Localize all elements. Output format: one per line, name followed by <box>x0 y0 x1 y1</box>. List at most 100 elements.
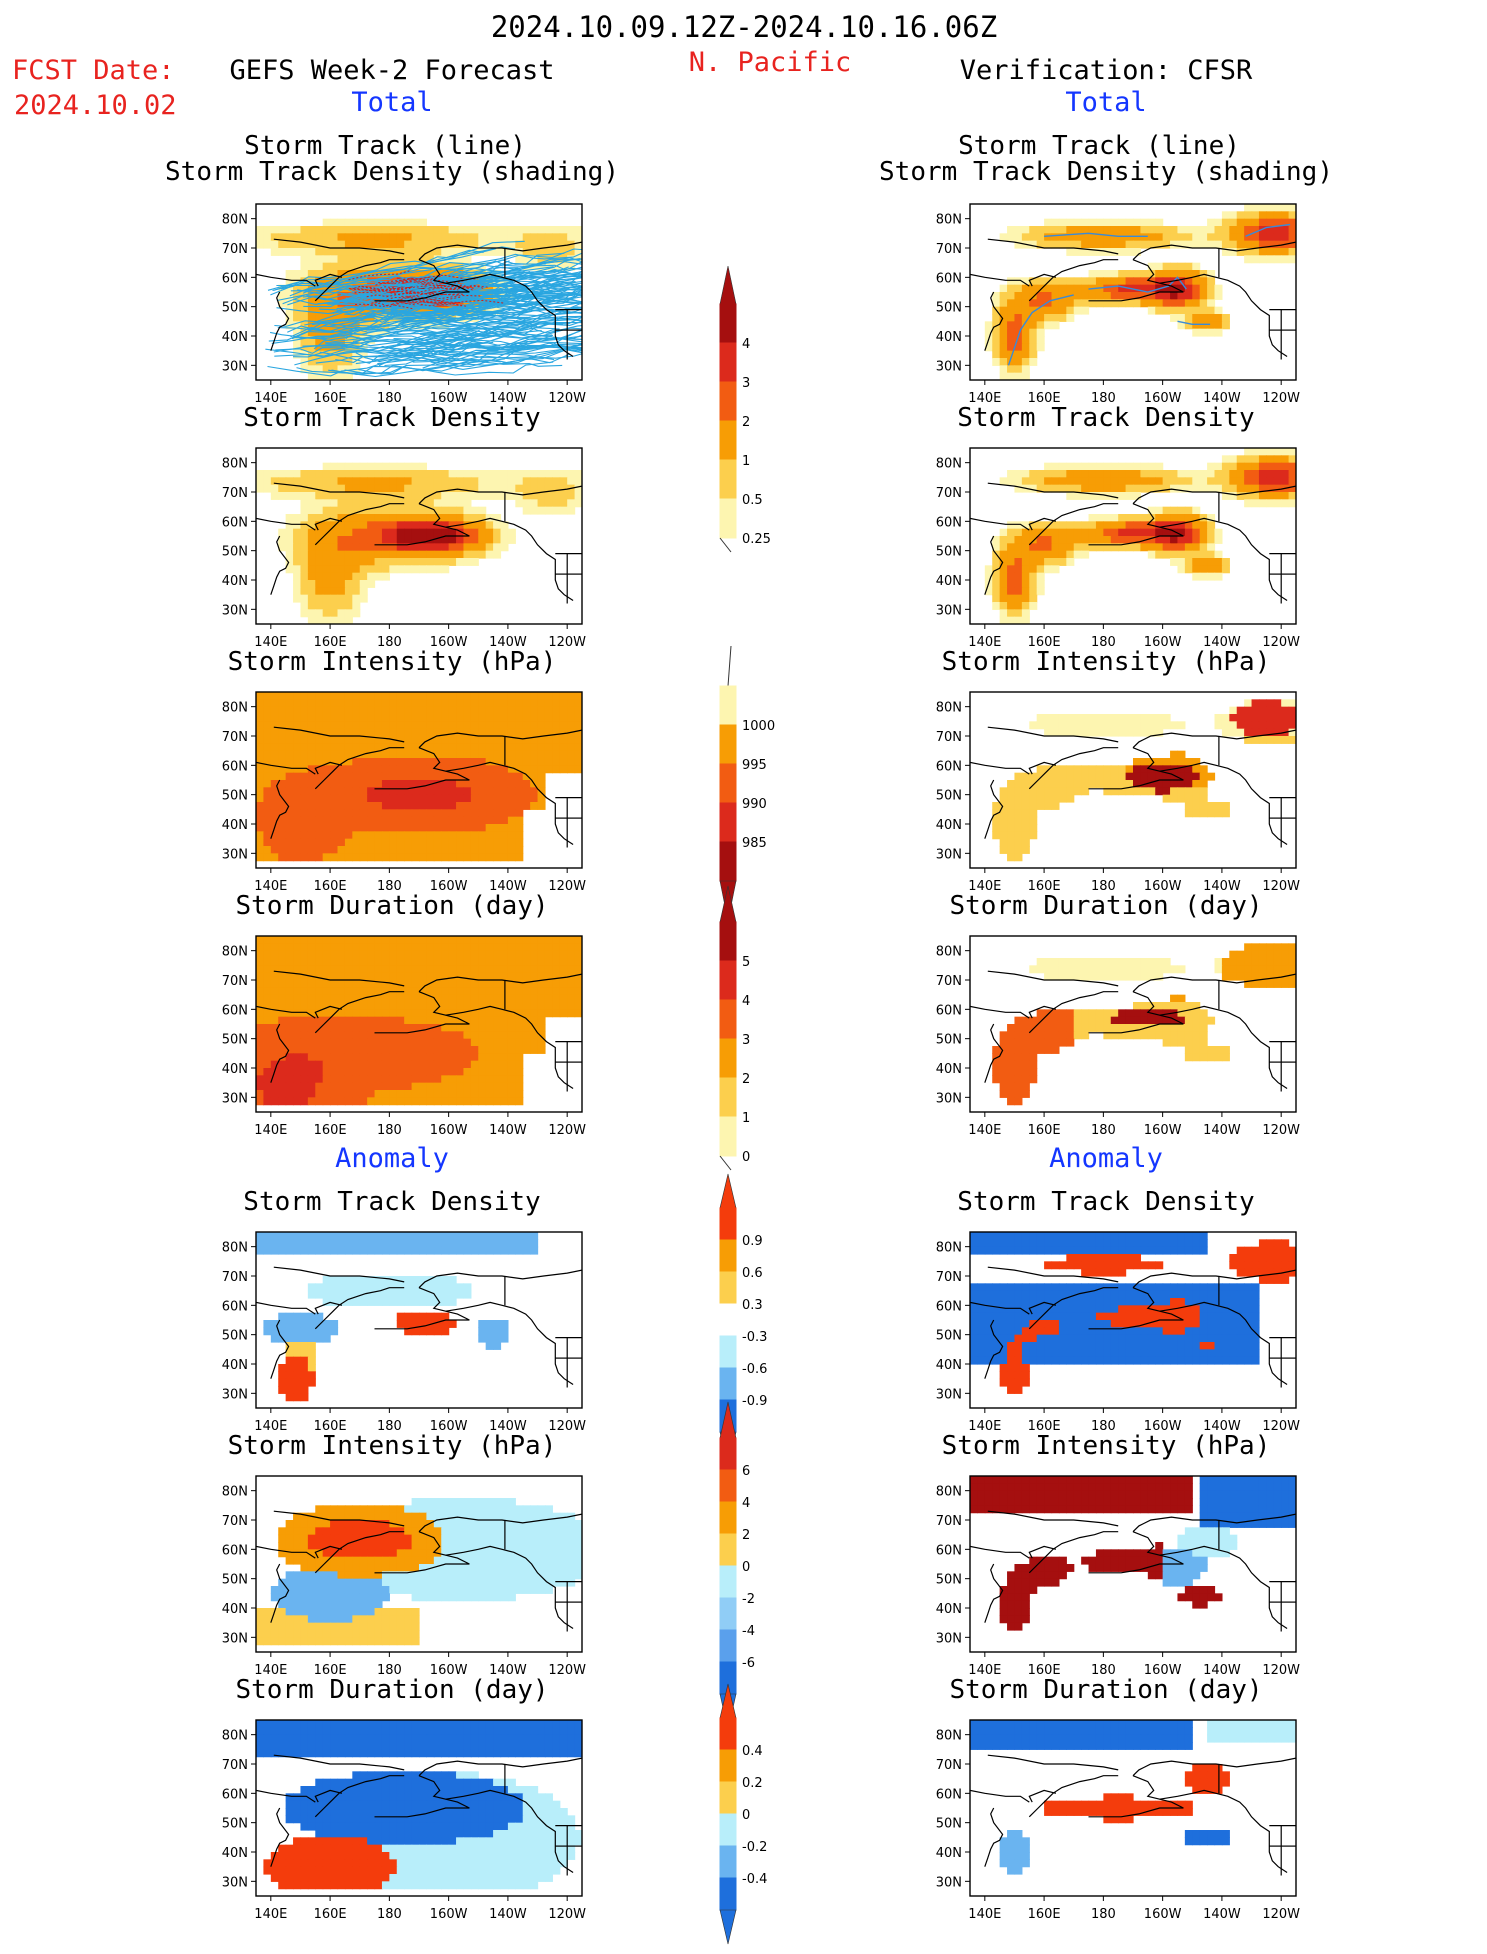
colorbar-label: 0.6 <box>742 1266 763 1281</box>
x-tick-label: 180 <box>377 635 402 650</box>
x-tick-label: 180 <box>1091 879 1116 894</box>
y-tick-label: 80N <box>222 701 248 716</box>
x-tick-label: 120W <box>548 1663 586 1678</box>
y-tick-label: 50N <box>222 1573 248 1588</box>
colorbar-label: 4 <box>742 994 750 1009</box>
y-tick-label: 50N <box>936 301 962 316</box>
y-tick-label: 30N <box>222 1631 248 1646</box>
y-tick-label: 30N <box>936 603 962 618</box>
y-tick-label: 30N <box>222 603 248 618</box>
y-tick-label: 60N <box>936 271 962 286</box>
y-tick-label: 50N <box>936 789 962 804</box>
x-tick-label: 120W <box>548 879 586 894</box>
title-track-density-shading-right: Storm Track Density (shading) <box>879 158 1333 186</box>
y-tick-label: 80N <box>222 945 248 960</box>
x-tick-label: 160W <box>1144 1123 1182 1138</box>
y-tick-label: 60N <box>222 515 248 530</box>
y-tick-label: 80N <box>936 1241 962 1256</box>
y-tick-label: 60N <box>222 1299 248 1314</box>
x-tick-label: 140E <box>968 879 1001 894</box>
x-tick-label: 140E <box>254 391 287 406</box>
y-tick-label: 70N <box>936 1758 962 1773</box>
x-tick-label: 140W <box>489 1663 527 1678</box>
left-total-label: Total <box>351 88 432 118</box>
y-tick-label: 30N <box>936 1091 962 1106</box>
x-tick-label: 160E <box>314 635 347 650</box>
colorbar-label: 0.4 <box>742 1744 763 1759</box>
x-tick-label: 120W <box>1262 1123 1300 1138</box>
colorbar-label: 985 <box>742 836 767 851</box>
y-tick-label: 30N <box>936 1387 962 1402</box>
y-tick-label: 60N <box>222 1003 248 1018</box>
x-tick-label: 180 <box>1091 635 1116 650</box>
x-tick-label: 140E <box>968 635 1001 650</box>
x-tick-label: 140W <box>1203 1663 1241 1678</box>
y-tick-label: 60N <box>222 271 248 286</box>
y-tick-label: 60N <box>222 1543 248 1558</box>
colorbar-label: -0.6 <box>742 1362 767 1377</box>
x-tick-label: 180 <box>1091 1663 1116 1678</box>
colorbar-svg: 0.40.20-0.2-0.4 <box>716 1680 796 1950</box>
x-tick-label: 160E <box>1028 1123 1061 1138</box>
x-tick-label: 120W <box>548 635 586 650</box>
x-tick-label: 140W <box>1203 879 1241 894</box>
y-tick-label: 80N <box>222 1729 248 1744</box>
x-tick-label: 140W <box>489 1907 527 1922</box>
x-tick-label: 160E <box>314 391 347 406</box>
y-tick-label: 50N <box>936 545 962 560</box>
title-anom-density-left: Storm Track Density <box>243 1188 540 1216</box>
y-tick-label: 50N <box>936 1033 962 1048</box>
x-tick-label: 140E <box>254 1907 287 1922</box>
x-tick-label: 120W <box>548 391 586 406</box>
colorbar-label: -0.2 <box>742 1840 767 1855</box>
x-tick-label: 120W <box>548 1907 586 1922</box>
right-anomaly-label: Anomaly <box>1049 1144 1163 1174</box>
colorbar-label: 3 <box>742 376 750 391</box>
colorbar-label: 4 <box>742 1496 750 1511</box>
y-tick-label: 70N <box>222 242 248 257</box>
y-tick-label: 40N <box>936 1358 962 1373</box>
x-tick-label: 160W <box>1144 1907 1182 1922</box>
x-tick-label: 140W <box>489 391 527 406</box>
x-tick-label: 160W <box>430 1663 468 1678</box>
x-tick-label: 140E <box>254 1123 287 1138</box>
colorbar-label: 0 <box>742 1150 750 1165</box>
x-tick-label: 160E <box>314 879 347 894</box>
x-tick-label: 160W <box>430 635 468 650</box>
y-tick-label: 70N <box>222 1514 248 1529</box>
x-tick-label: 160W <box>430 391 468 406</box>
colorbar-label: 0 <box>742 1560 750 1575</box>
y-tick-label: 60N <box>222 1787 248 1802</box>
y-tick-label: 40N <box>222 1846 248 1861</box>
y-tick-label: 30N <box>936 1631 962 1646</box>
x-tick-label: 140W <box>489 879 527 894</box>
y-tick-label: 50N <box>222 301 248 316</box>
y-tick-label: 40N <box>936 574 962 589</box>
y-tick-label: 70N <box>222 1758 248 1773</box>
y-tick-label: 30N <box>222 1091 248 1106</box>
colorbar-label: 0.5 <box>742 493 763 508</box>
y-tick-label: 80N <box>222 457 248 472</box>
x-tick-label: 140W <box>1203 1907 1241 1922</box>
right-total-label: Total <box>1065 88 1146 118</box>
x-tick-label: 160W <box>1144 1419 1182 1434</box>
y-tick-label: 60N <box>936 1543 962 1558</box>
x-tick-label: 160E <box>1028 1663 1061 1678</box>
